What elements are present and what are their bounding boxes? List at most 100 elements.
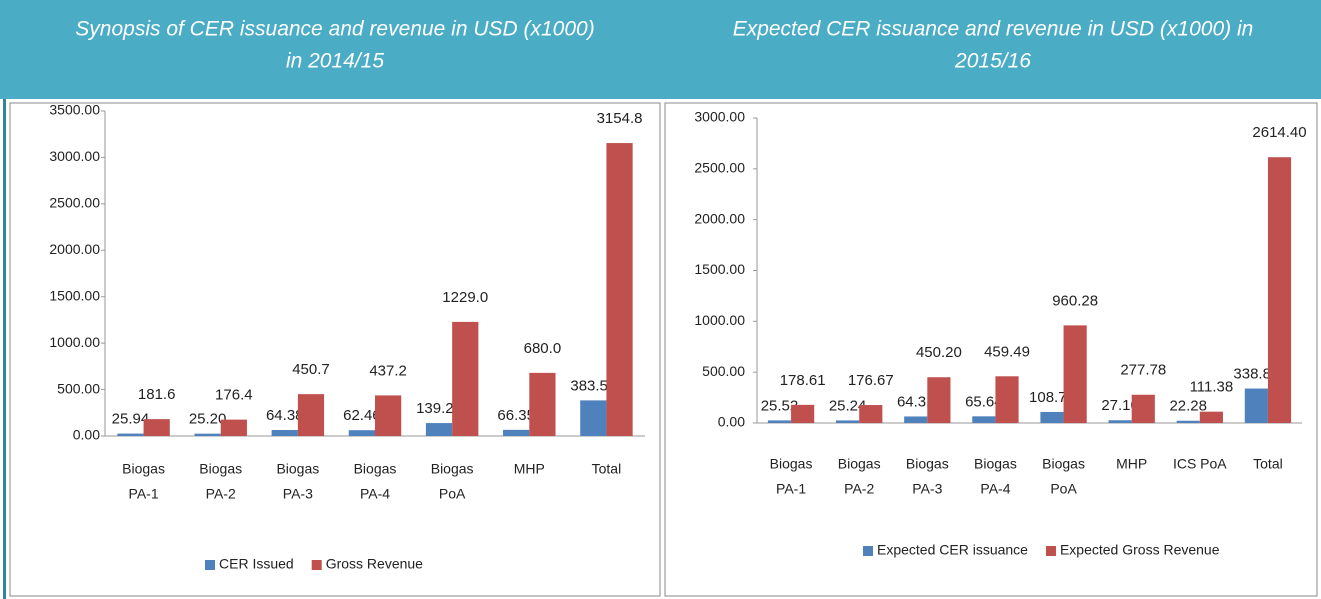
x-tick-label: ICS PoA (1173, 456, 1227, 472)
chart-frame (9, 102, 661, 597)
y-tick-label: 2000.00 (49, 241, 100, 257)
bar (836, 420, 860, 423)
chart-title: Expected CER issuance and revenue in USD… (733, 18, 1254, 41)
bar (425, 423, 453, 436)
value-label: 338.85 (1233, 366, 1279, 383)
x-tick-label: MHP (1116, 456, 1147, 472)
legend-swatch (1045, 546, 1056, 556)
x-tick-label: Biogas (354, 461, 397, 477)
y-tick-label: 0.00 (718, 414, 745, 430)
x-tick-label: PA-3 (283, 486, 313, 502)
bar (995, 376, 1019, 423)
bar (904, 416, 928, 423)
bar (375, 395, 402, 436)
bar (1267, 157, 1292, 423)
bar (1199, 411, 1223, 423)
legend-label: Expected CER issuance (877, 542, 1028, 558)
value-label: 108.76 (1029, 389, 1075, 406)
x-tick-label: Total (1253, 456, 1283, 472)
value-label: 25.20 (189, 411, 227, 428)
value-label: 64.38 (266, 407, 304, 424)
value-label: 2614.40 (1252, 124, 1306, 141)
x-tick-label: Biogas (838, 456, 881, 472)
x-tick-label: PA-2 (844, 481, 874, 497)
left-edge (3, 99, 6, 599)
value-label: 62.46 (343, 407, 381, 424)
x-tick-label: Biogas (199, 461, 242, 477)
chart-title: 2015/16 (954, 50, 1031, 73)
value-label: 27.10 (1101, 397, 1139, 414)
bar (767, 420, 792, 423)
value-label: 459.49 (984, 343, 1030, 360)
value-label: 139.20 (416, 400, 462, 417)
x-tick-label: Biogas (974, 456, 1017, 472)
bar (452, 321, 479, 436)
bar (271, 430, 298, 436)
x-tick-label: Biogas (770, 456, 813, 472)
value-label: 111.38 (1190, 379, 1234, 396)
header-band (0, 0, 1321, 99)
value-label: 25.52 (761, 397, 799, 414)
chart-frame (664, 102, 1318, 597)
bar (1176, 420, 1200, 423)
bar (606, 143, 633, 436)
value-label: 437.2 (369, 362, 407, 379)
y-tick-label: 1000.00 (694, 312, 745, 328)
value-label: 176.4 (215, 387, 253, 404)
y-tick-label: 2500.00 (49, 195, 100, 211)
bar (859, 405, 883, 423)
bar (503, 429, 530, 436)
y-tick-label: 3000.00 (49, 148, 100, 164)
value-label: 3154.8 (597, 110, 643, 127)
value-label: 383.52 (570, 377, 616, 394)
x-tick-label: PA-4 (360, 486, 390, 502)
bar (143, 419, 170, 436)
value-label: 181.6 (138, 386, 176, 403)
value-label: 680.0 (524, 340, 562, 357)
legend-swatch (863, 546, 873, 556)
y-tick-label: 2500.00 (694, 160, 745, 176)
bar (529, 372, 556, 436)
y-tick-label: 1500.00 (49, 287, 100, 303)
y-tick-label: 1500.00 (694, 261, 745, 277)
x-tick-label: Biogas (906, 456, 949, 472)
x-tick-label: Biogas (122, 461, 165, 477)
y-tick-label: 500.00 (702, 363, 745, 379)
chart-title: in 2014/15 (286, 50, 384, 73)
bar (1040, 411, 1064, 423)
value-label: 64.31 (897, 393, 935, 410)
legend-swatch (205, 560, 215, 570)
bar (297, 394, 325, 436)
value-label: 178.61 (780, 372, 826, 389)
y-tick-label: 1000.00 (49, 334, 100, 350)
y-tick-label: 3000.00 (694, 109, 745, 125)
bar (348, 430, 375, 436)
value-label: 277.78 (1120, 362, 1166, 379)
bar (1108, 420, 1132, 423)
bar (927, 377, 951, 423)
value-label: 176.67 (848, 372, 894, 389)
chart-title: Synopsis of CER issuance and revenue in … (75, 18, 594, 41)
bar (972, 416, 996, 423)
legend-label: Expected Gross Revenue (1060, 542, 1220, 558)
bar (1131, 394, 1155, 423)
bar (791, 404, 815, 423)
value-label: 22.28 (1169, 398, 1207, 415)
y-tick-label: 3500.00 (49, 102, 100, 118)
x-tick-label: PoA (1050, 481, 1077, 497)
x-tick-label: PA-4 (980, 481, 1010, 497)
bar (117, 433, 144, 436)
bar (194, 433, 221, 436)
bar (1244, 388, 1268, 423)
value-label: 450.20 (916, 344, 962, 361)
x-tick-label: Biogas (431, 461, 474, 477)
value-label: 65.64 (965, 393, 1003, 410)
value-label: 960.28 (1052, 292, 1098, 309)
bar (580, 400, 607, 436)
x-tick-label: Biogas (1042, 456, 1085, 472)
legend-label: CER Issued (219, 556, 294, 572)
y-tick-label: 2000.00 (694, 210, 745, 226)
bar (1063, 325, 1087, 423)
